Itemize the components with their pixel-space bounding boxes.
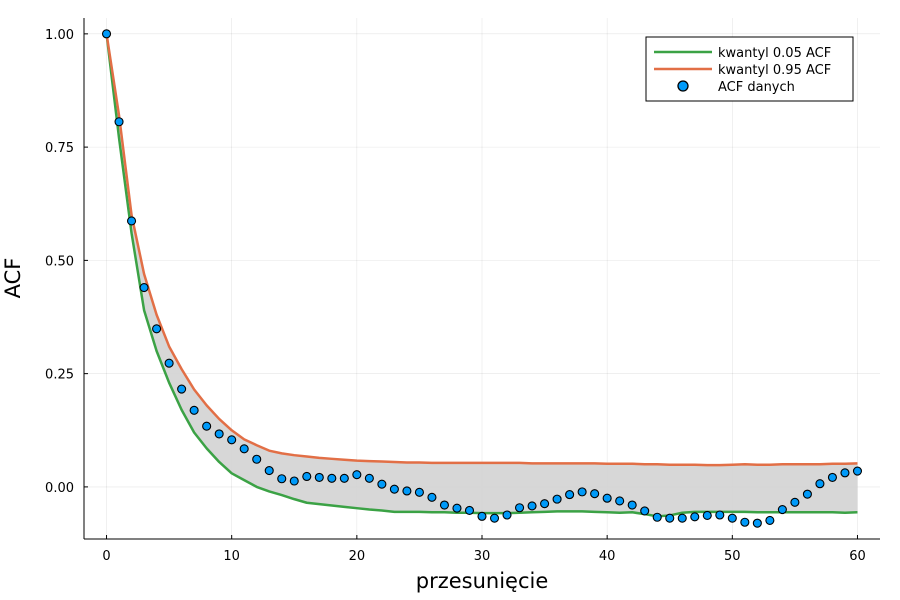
acf-point — [489, 513, 500, 523]
acf-point — [364, 473, 374, 483]
x-tick-label: 0 — [102, 549, 110, 564]
acf-point — [339, 473, 349, 483]
acf-point — [302, 471, 312, 482]
x-tick-label: 30 — [474, 549, 491, 564]
legend: kwantyl 0.05 ACF kwantyl 0.95 ACF ACF da… — [645, 36, 854, 102]
acf-point — [827, 472, 837, 482]
y-tick-label: 0.50 — [45, 254, 74, 269]
acf-point — [577, 487, 587, 497]
x-tick-label: 50 — [724, 549, 741, 564]
acf-point — [590, 489, 600, 499]
acf-point — [189, 405, 199, 415]
acf-point — [127, 216, 137, 226]
line-quantile-95 — [105, 33, 858, 467]
acf-point — [139, 283, 149, 293]
x-axis-title: przesunięcie — [416, 569, 549, 593]
acf-point — [439, 500, 450, 510]
x-tick-label: 40 — [599, 549, 616, 564]
acf-point — [840, 468, 850, 478]
acf-point — [677, 513, 687, 523]
acf-point — [502, 510, 512, 520]
x-tick-label: 20 — [349, 549, 366, 564]
acf-point — [377, 479, 387, 489]
acf-point — [552, 494, 562, 504]
acf-point — [514, 503, 525, 513]
acf-point — [239, 444, 249, 454]
acf-point — [540, 499, 550, 509]
acf-point — [665, 513, 675, 523]
acf-point — [477, 511, 487, 521]
acf-point — [214, 429, 224, 439]
acf-point — [615, 496, 625, 506]
legend-label-q95: kwantyl 0.95 ACF — [718, 63, 831, 78]
acf-point — [327, 473, 337, 483]
y-axis-title: ACF — [1, 258, 25, 299]
acf-point — [402, 486, 412, 496]
legend-label-acf: ACF danych — [718, 80, 795, 95]
acf-point — [602, 493, 612, 503]
gridlines — [84, 18, 880, 539]
acf-point — [777, 504, 787, 515]
acf-point — [177, 384, 187, 394]
acf-point — [227, 435, 237, 445]
acf-point — [752, 518, 762, 528]
x-tick-label: 10 — [223, 549, 240, 564]
quantile-band-area — [106, 33, 858, 517]
y-ticks: 0.00 0.25 0.50 0.75 1.00 — [45, 28, 88, 496]
acf-point — [289, 476, 299, 486]
acf-point — [727, 513, 737, 523]
acf-point — [202, 421, 212, 431]
y-tick-label: 0.75 — [45, 141, 74, 156]
acf-point — [264, 466, 274, 476]
y-tick-label: 0.25 — [45, 368, 74, 383]
acf-point — [252, 454, 262, 464]
acf-point — [790, 497, 800, 507]
acf-point — [114, 117, 124, 127]
acf-point — [740, 517, 750, 527]
acf-points — [101, 29, 863, 528]
acf-point — [164, 358, 174, 368]
acf-point — [427, 492, 437, 502]
acf-point — [715, 510, 725, 520]
acf-point — [101, 29, 112, 39]
y-tick-label: 0.00 — [45, 481, 74, 496]
acf-point — [464, 505, 475, 516]
acf-point — [652, 512, 662, 522]
acf-point — [152, 324, 162, 334]
acf-point — [802, 489, 812, 499]
quantile-band — [106, 33, 858, 517]
acf-point — [389, 484, 399, 494]
acf-point — [815, 479, 825, 489]
acf-point — [314, 472, 324, 482]
acf-point — [852, 466, 863, 476]
acf-point — [352, 470, 362, 480]
acf-point — [690, 512, 700, 522]
acf-point — [527, 501, 537, 511]
acf-point — [640, 506, 650, 516]
acf-point — [702, 510, 712, 520]
acf-point — [565, 490, 575, 500]
acf-point — [627, 500, 637, 510]
y-tick-label: 1.00 — [45, 28, 74, 43]
legend-label-q05: kwantyl 0.05 ACF — [718, 46, 831, 61]
acf-point — [452, 503, 462, 513]
legend-swatch-acf — [677, 80, 689, 92]
acf-point — [414, 487, 424, 497]
x-ticks: 0 10 20 30 40 50 60 — [102, 535, 866, 564]
x-tick-label: 60 — [849, 549, 866, 564]
acf-point — [765, 515, 775, 525]
acf-point — [277, 474, 287, 484]
